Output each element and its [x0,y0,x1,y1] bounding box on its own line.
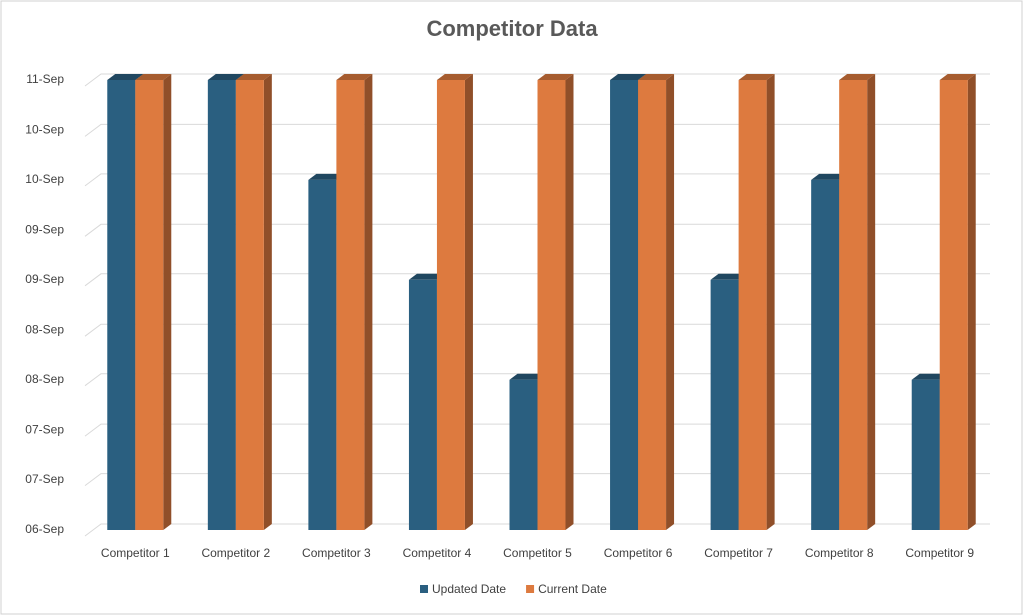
bar [235,80,264,530]
bar-top [710,273,747,280]
legend-swatch [420,585,428,593]
bar-top [135,74,172,80]
bar [408,279,437,530]
bar-top [738,74,775,80]
bar-top [911,373,948,380]
bar-top [235,74,272,80]
bar [710,279,739,530]
y-tick-label: 07-Sep [25,472,64,486]
bar-side [263,74,272,530]
y-tick-label: 10-Sep [25,172,64,186]
x-tick-label: Competitor 3 [302,546,371,560]
bar [107,80,136,530]
bar-top [207,74,244,80]
chart-title: Competitor Data [426,16,598,41]
bar-top [509,373,546,380]
grid-line [84,523,990,537]
bar [738,80,767,530]
x-tick-label: Competitor 8 [805,546,874,560]
bar-side [565,74,574,530]
x-tick-label: Competitor 6 [604,546,673,560]
bar [135,80,164,530]
bar [811,179,840,530]
x-tick-label: Competitor 2 [201,546,270,560]
bar [509,379,538,530]
x-tick-label: Competitor 9 [905,546,974,560]
grid-line [84,273,990,287]
bar [911,379,940,530]
bar-side [464,74,473,530]
y-tick-label: 09-Sep [25,222,64,236]
grid-line [84,473,990,487]
grid-line [84,173,990,187]
bar [207,80,236,530]
bar [308,179,337,530]
bar [336,80,365,530]
grid-line [84,223,990,237]
bar-top [308,173,345,180]
bar-top [811,173,848,180]
x-tick-label: Competitor 1 [101,546,170,560]
bar-side [766,74,775,530]
bar-side [867,74,876,530]
x-tick-label: Competitor 5 [503,546,572,560]
bar [610,80,639,530]
y-tick-label: 08-Sep [25,372,64,386]
bar-top [537,74,574,80]
y-tick-label: 10-Sep [25,123,64,137]
grid-line [84,373,990,387]
legend-label: Current Date [538,582,607,596]
legend-swatch [526,585,535,593]
bar-side [364,74,373,530]
bar-side [967,74,976,530]
bar-top [939,74,976,80]
y-tick-label: 09-Sep [25,272,64,286]
bar [638,80,667,530]
bar-top [408,273,445,280]
bar-top [336,74,373,80]
y-tick-label: 06-Sep [25,522,64,536]
bar-side [163,74,172,530]
legend-label: Updated Date [432,582,506,596]
bar [537,80,566,530]
y-tick-label: 11-Sep [26,72,64,86]
bar [839,80,868,530]
x-tick-label: Competitor 7 [704,546,773,560]
y-tick-label: 08-Sep [25,322,64,336]
bar-top [839,74,876,80]
grid-line [84,423,990,437]
bar-top [107,74,144,80]
x-tick-label: Competitor 4 [403,546,472,560]
y-tick-label: 07-Sep [25,422,64,436]
bar-top [436,74,473,80]
bar [436,80,465,530]
bar-top [638,74,675,80]
bar-top [610,74,647,80]
bar-side [666,74,675,530]
bar [939,80,968,530]
grid-line [84,73,990,87]
grid-line [84,323,990,337]
grid-line [84,123,990,137]
